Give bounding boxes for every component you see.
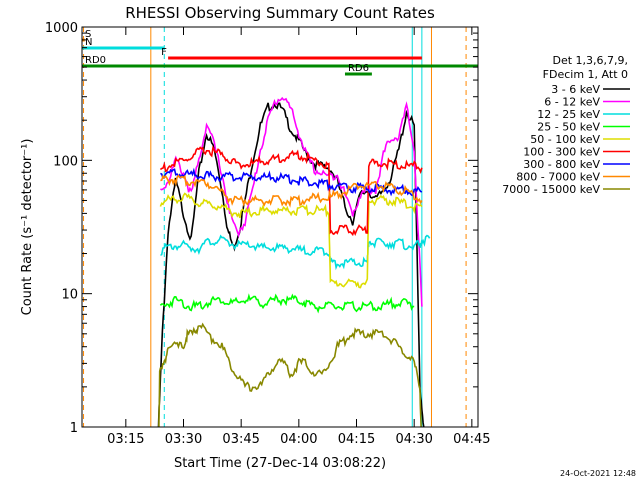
plot-frame <box>81 26 479 428</box>
y-tick-label-0: 1 <box>70 421 78 436</box>
series-line-3 <box>159 293 415 314</box>
x-tick-label-6: 04:45 <box>453 432 490 447</box>
legend-label-0: 3 - 6 keV <box>551 83 600 96</box>
x-tick-label-0: 03:15 <box>107 432 144 447</box>
x-tick-label-5: 04:30 <box>395 432 432 447</box>
state-markers: SN F RD0 RD6 <box>82 29 478 76</box>
legend-header-line-2: FDecim 1, Att 0 <box>543 68 628 81</box>
marker-label-rd0: RD0 <box>85 55 106 66</box>
legend-label-3: 25 - 50 keV <box>537 121 600 134</box>
y-tick-label-2: 100 <box>53 154 78 169</box>
series-line-5 <box>159 145 423 237</box>
series-line-8 <box>158 322 422 428</box>
chart-title: RHESSI Observing Summary Count Rates <box>125 4 435 22</box>
legend-label-1: 6 - 12 keV <box>544 96 600 109</box>
legend-label-7: 800 - 7000 keV <box>516 171 600 184</box>
x-axis-ticks: 03:15 03:30 03:45 04:00 04:15 04:30 04:45 <box>107 27 491 447</box>
marker-label-n: N <box>85 37 92 48</box>
instrument-vertical-lines <box>83 27 467 427</box>
y-tick-label-3: 1000 <box>45 21 78 36</box>
legend-label-4: 50 - 100 keV <box>530 133 600 146</box>
series-line-4 <box>159 192 423 289</box>
x-tick-label-3: 04:00 <box>280 432 317 447</box>
series-line-0 <box>157 101 425 428</box>
x-axis-label: Start Time (27-Dec-14 03:08:22) <box>174 456 386 471</box>
legend-label-6: 300 - 800 keV <box>523 158 600 171</box>
marker-label-s: S <box>85 29 91 40</box>
series-line-7 <box>160 174 423 208</box>
x-tick-label-2: 03:45 <box>222 432 259 447</box>
y-axis-ticks: 1 10 100 1000 <box>45 21 478 436</box>
series-line-2 <box>160 234 431 271</box>
legend-label-8: 7000 - 15000 keV <box>502 183 600 196</box>
legend: Det 1,3,6,7,9, FDecim 1, Att 0 3 - 6 keV… <box>502 54 630 196</box>
x-tick-label-1: 03:30 <box>165 432 202 447</box>
marker-label-f: F <box>161 47 167 58</box>
marker-label-rd6: RD6 <box>348 63 369 74</box>
legend-header-line-1: Det 1,3,6,7,9, <box>552 54 628 67</box>
y-tick-label-1: 10 <box>61 288 78 303</box>
series-line-1 <box>160 96 423 307</box>
y-axis-label: Count Rate (s⁻¹ detector⁻¹) <box>20 139 35 316</box>
legend-label-5: 100 - 300 keV <box>523 146 600 159</box>
series-group <box>157 96 431 428</box>
legend-label-2: 12 - 25 keV <box>537 108 600 121</box>
footer-timestamp: 24-Oct-2021 12:48 <box>560 469 636 478</box>
x-tick-label-4: 04:15 <box>338 432 375 447</box>
